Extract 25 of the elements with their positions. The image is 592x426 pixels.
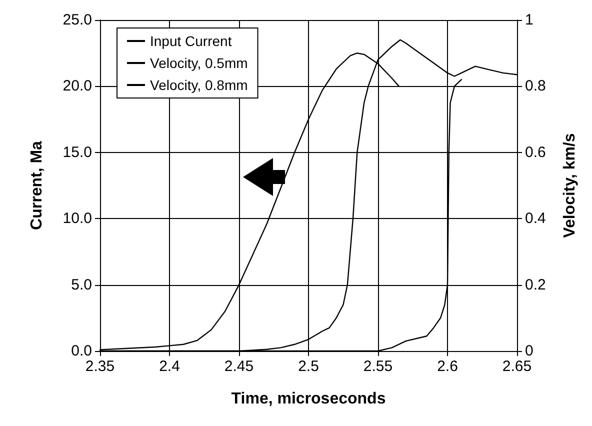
y2-axis-title: Velocity, km/s [562, 133, 578, 238]
y-tick-label: 20.0 [62, 78, 92, 95]
x-tick-label: 2.35 [85, 358, 115, 375]
y-tick-label: 10.0 [62, 210, 92, 228]
y2-tick-label: 0.8 [525, 78, 546, 95]
y-tick-label: 5.0 [71, 276, 92, 294]
y2-tick-label: 0.2 [525, 276, 546, 294]
x-tick-label: 2.45 [224, 358, 254, 375]
legend-label: Velocity, 0.8mm [150, 77, 248, 93]
legend-label: Input Current [150, 33, 232, 49]
x-axis-title: Time, microseconds [231, 390, 386, 408]
x-tick-label: 2.5 [298, 358, 319, 375]
x-tick-label: 2.6 [437, 358, 458, 375]
y-tick-label: 0.0 [71, 342, 92, 360]
y2-tick-label: 1 [525, 12, 534, 28]
y2-tick-label: 0.4 [525, 210, 546, 228]
x-tick-label: 2.4 [159, 358, 180, 375]
y2-tick-label: 0 [525, 342, 534, 360]
y-tick-label: 15.0 [62, 144, 92, 161]
y-tick-label: 25.0 [62, 12, 92, 28]
y2-tick-label: 0.6 [525, 144, 546, 161]
y-axis-title: Current, Ma [28, 140, 46, 230]
legend-label: Velocity, 0.5mm [150, 55, 248, 71]
x-tick-label: 2.55 [363, 358, 393, 375]
x-tick-label: 2.65 [502, 358, 532, 375]
